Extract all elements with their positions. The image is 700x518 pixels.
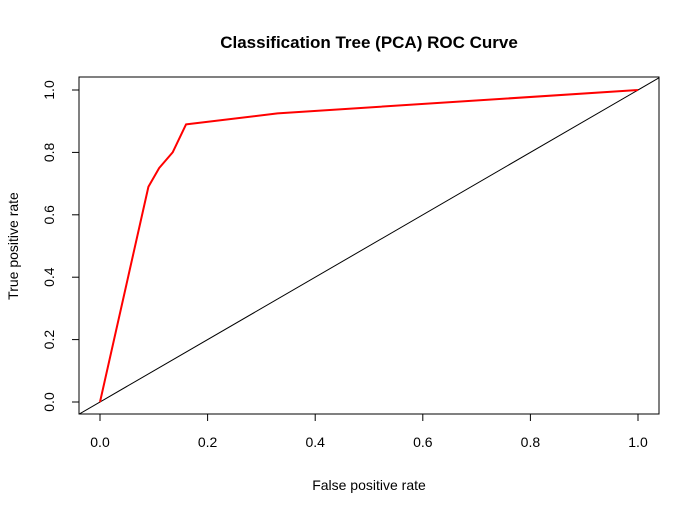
x-tick-label: 0.0	[90, 434, 110, 450]
x-tick-label: 1.0	[628, 434, 648, 450]
y-tick-label: 0.0	[41, 392, 57, 412]
x-tick-label: 0.2	[198, 434, 218, 450]
y-tick-label: 0.4	[41, 267, 57, 287]
y-tick-label: 0.6	[41, 205, 57, 225]
chart-title: Classification Tree (PCA) ROC Curve	[220, 33, 518, 52]
y-tick-label: 0.8	[41, 142, 57, 162]
x-tick-label: 0.4	[305, 434, 325, 450]
x-tick-label: 0.6	[413, 434, 433, 450]
y-axis-label: True positive rate	[5, 192, 21, 300]
x-tick-label: 0.8	[521, 434, 541, 450]
plot-group: 0.0 0.2 0.4 0.6 0.8 1.0 0.0 0.2 0.4 0.6 0.8 1.0	[41, 76, 660, 450]
x-axis-label: False positive rate	[312, 477, 426, 493]
y-tick-label: 0.2	[41, 330, 57, 350]
roc-curve-line	[99, 89, 639, 403]
reference-diagonal-line	[79, 77, 659, 414]
y-tick-label: 1.0	[41, 80, 57, 100]
